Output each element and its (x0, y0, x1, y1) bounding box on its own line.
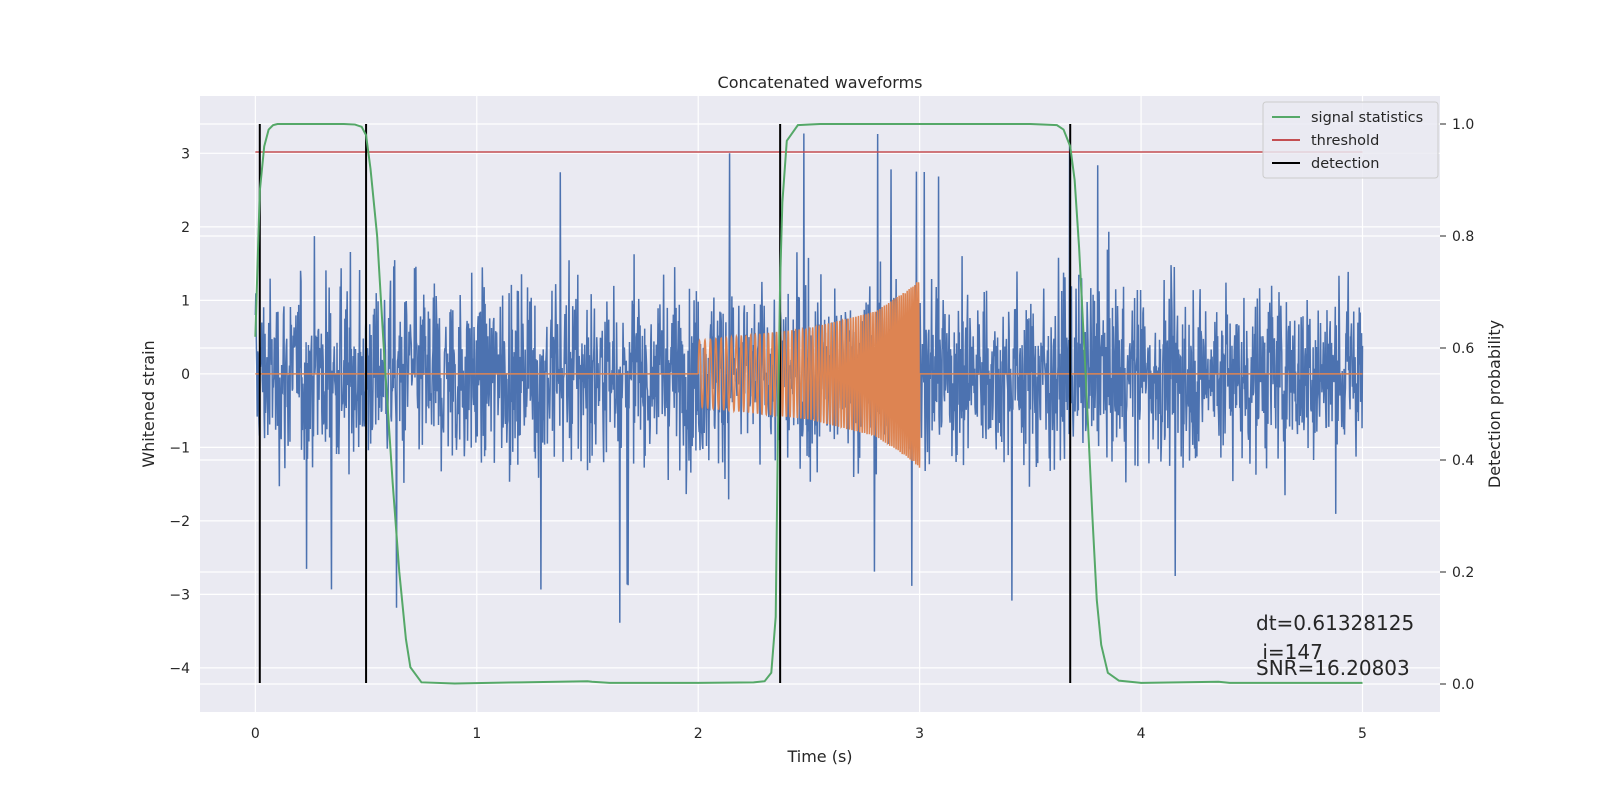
y-tick-label: 1 (181, 293, 190, 309)
plot-area (254, 123, 1364, 685)
x-axis-label: Time (s) (786, 747, 852, 766)
injection-series-line (255, 282, 1363, 468)
y-axis-ticks: −4 −3 −2 −1 0 1 2 3 (169, 146, 190, 677)
y2-tick-label: 1.0 (1452, 117, 1474, 133)
annotation-i: i=147 (1256, 640, 1323, 664)
y2-tick-label: 0.8 (1452, 229, 1474, 245)
y2-tick-label: 0.0 (1452, 677, 1474, 693)
chart-title: Concatenated waveforms (718, 73, 923, 92)
annotation-snr: SNR=16.20803 (1256, 656, 1410, 680)
legend-box (1262, 101, 1439, 179)
annotation-dt: dt=0.61328125 (1256, 611, 1414, 635)
x-tick-label: 0 (251, 726, 260, 742)
y-tick-label: −1 (169, 440, 190, 456)
y-axis-label: Whitened strain (139, 340, 158, 467)
legend-label-threshold: threshold (1311, 133, 1379, 149)
legend-label-detection: detection (1311, 156, 1379, 172)
y2-tick-label: 0.4 (1452, 453, 1474, 469)
signal-statistics-line (254, 123, 1363, 685)
x-tick-label: 3 (915, 726, 924, 742)
y2-axis-ticks: 0.0 0.2 0.4 0.6 0.8 1.0 (1440, 117, 1474, 693)
x-axis-ticks: 0 1 2 3 4 5 (251, 726, 1367, 742)
strain-series-line (254, 133, 1364, 623)
y-tick-label: −3 (169, 587, 190, 603)
y2-axis-label: Detection probability (1485, 320, 1504, 488)
y2-tick-label: 0.6 (1452, 341, 1474, 357)
y-tick-label: −2 (169, 514, 190, 530)
legend-label-signal-statistics: signal statistics (1311, 110, 1423, 126)
legend: signal statistics threshold detection (1262, 101, 1439, 179)
x-tick-label: 4 (1137, 726, 1146, 742)
y2-tick-label: 0.2 (1452, 565, 1474, 581)
y-tick-label: 2 (181, 220, 190, 236)
x-tick-label: 1 (472, 726, 481, 742)
y-tick-label: 3 (181, 146, 190, 162)
x-tick-label: 2 (694, 726, 703, 742)
x-tick-label: 5 (1358, 726, 1367, 742)
y-tick-label: −4 (169, 661, 190, 677)
y-tick-label: 0 (181, 367, 190, 383)
